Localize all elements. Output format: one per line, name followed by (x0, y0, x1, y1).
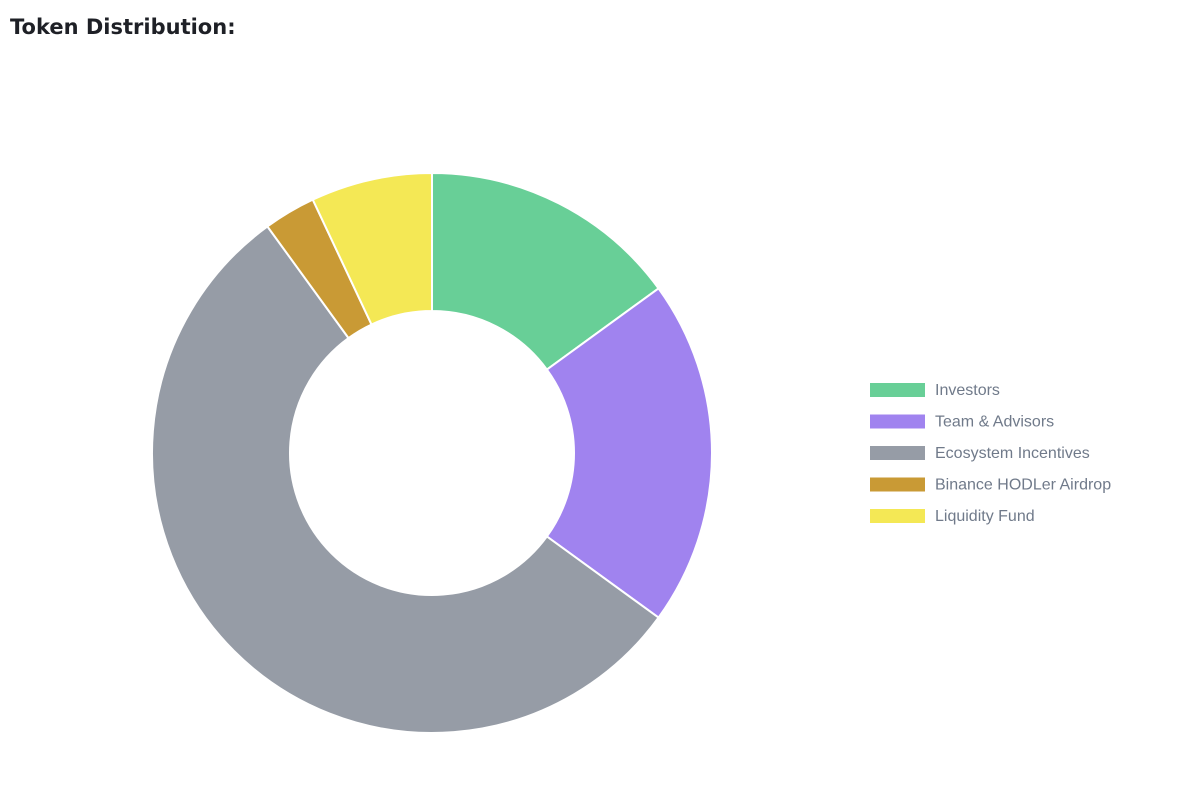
donut-slice (311, 171, 433, 326)
legend-label: Ecosystem Incentives (935, 445, 1090, 462)
legend-label: Liquidity Fund (935, 508, 1035, 525)
donut-slice (545, 287, 714, 619)
donut-slice (431, 171, 660, 371)
legend-label: Binance HODLer Airdrop (935, 477, 1111, 494)
legend-swatch (870, 477, 925, 492)
donut-slice (151, 225, 660, 734)
legend-swatch (870, 414, 925, 429)
legend-label: Team & Advisors (935, 414, 1054, 431)
legend-swatch (870, 509, 925, 523)
chart-title: Token Distribution: (10, 15, 236, 39)
legend-swatch (870, 383, 925, 397)
legend-swatch (870, 446, 925, 460)
legend-label: Investors (935, 382, 1000, 399)
